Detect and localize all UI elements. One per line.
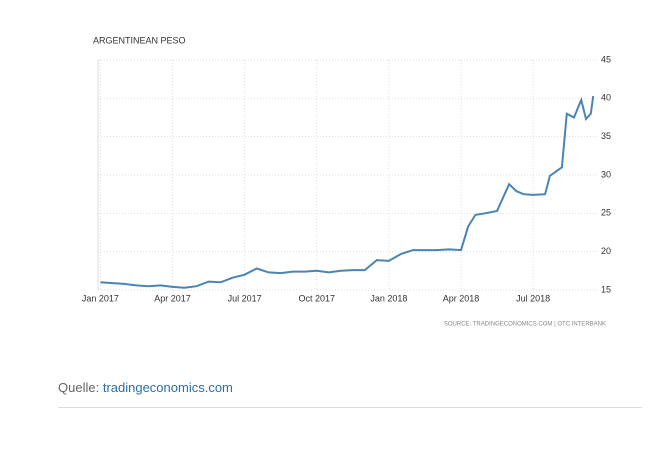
chart-title: ARGENTINEAN PESO <box>93 35 186 45</box>
footer-link[interactable]: tradingeconomics.com <box>102 380 233 395</box>
x-tick-label: Jul 2017 <box>228 293 262 303</box>
y-tick-label: 30 <box>601 169 611 179</box>
x-tick-label: Jan 2017 <box>82 293 119 303</box>
footer: Quelle: tradingeconomics.com <box>58 380 233 395</box>
source-note: SOURCE: TRADINGECONOMICS.COM | OTC INTER… <box>444 322 606 328</box>
x-tick-label: Jul 2018 <box>516 293 550 303</box>
y-tick-label: 35 <box>601 131 611 141</box>
chart: ARGENTINEAN PESO SOURCE: TRADINGECONOMIC… <box>82 35 611 328</box>
x-tick-label: Apr 2018 <box>443 293 480 303</box>
x-tick-label: Jan 2018 <box>370 293 407 303</box>
data-line <box>100 95 595 289</box>
y-tick-label: 40 <box>601 93 611 103</box>
x-tick-label: Oct 2017 <box>298 293 335 303</box>
divider <box>58 407 642 408</box>
y-tick-label: 45 <box>601 54 611 64</box>
y-tick-label: 25 <box>601 208 611 218</box>
y-tick-label: 15 <box>601 284 611 294</box>
footer-prefix: Quelle: <box>58 380 100 395</box>
y-tick-label: 20 <box>601 246 611 256</box>
x-tick-label: Apr 2017 <box>154 293 191 303</box>
